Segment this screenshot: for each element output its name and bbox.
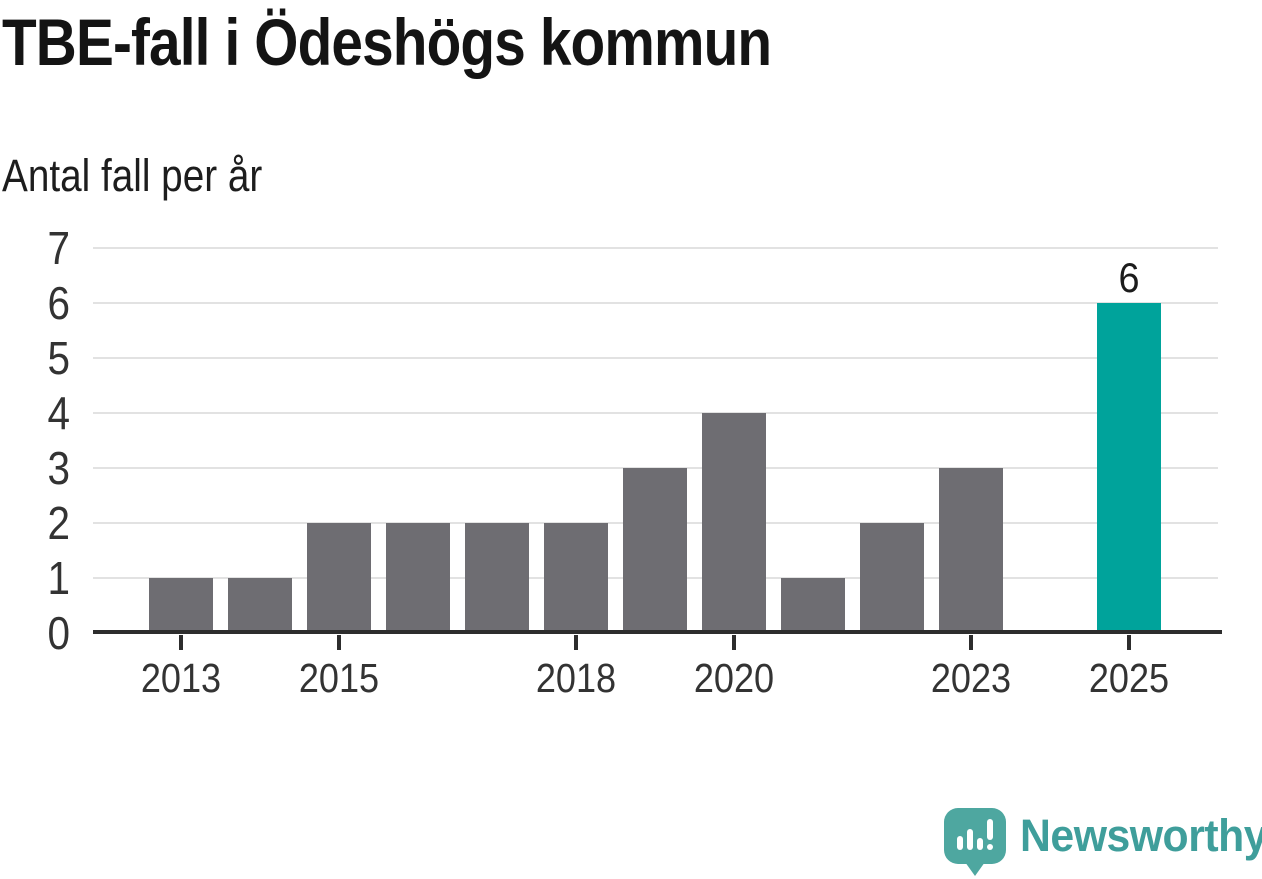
- y-axis-label-4: 4: [47, 387, 70, 439]
- bar-2020: [701, 413, 766, 633]
- logo-exclamation-bar: [987, 819, 993, 840]
- bar-2023: [938, 468, 1003, 633]
- bar-2021: [780, 578, 845, 633]
- bar-2025: [1096, 303, 1161, 633]
- bar-value-label-2025: 6: [1117, 254, 1140, 301]
- gridline-y6: [93, 302, 1218, 304]
- newsworthy-bar-chart-speech-bubble-icon: [944, 808, 1006, 876]
- x-axis-label-2020: 2020: [693, 655, 774, 701]
- y-axis-label-2: 2: [47, 497, 70, 549]
- x-axis-tick-2025: [1126, 635, 1131, 650]
- x-axis-line: [93, 630, 1222, 634]
- speech-bubble-tail: [965, 862, 985, 876]
- x-axis-label-2023: 2023: [930, 655, 1011, 701]
- logo-bar-1: [957, 836, 963, 850]
- logo-bar-2: [967, 829, 973, 850]
- bar-2015: [306, 523, 371, 633]
- y-axis-label-7: 7: [47, 222, 70, 274]
- bar-2014: [227, 578, 292, 633]
- bar-2022: [859, 523, 924, 633]
- x-axis-label-2025: 2025: [1088, 655, 1169, 701]
- x-axis-label-2013: 2013: [140, 655, 221, 701]
- x-axis-tick-2015: [336, 635, 341, 650]
- chart-title: TBE-fall i Ödeshögs kommun: [2, 5, 772, 79]
- bar-2013: [148, 578, 213, 633]
- newsworthy-logo-text: Newsworthy: [1020, 810, 1262, 861]
- x-axis-tick-2013: [178, 635, 183, 650]
- bar-2018: [543, 523, 608, 633]
- y-axis-label-0: 0: [47, 607, 70, 659]
- gridline-y4: [93, 412, 1218, 414]
- x-axis-label-2015: 2015: [298, 655, 379, 701]
- gridline-y7: [93, 247, 1218, 249]
- newsworthy-logo: Newsworthy: [944, 808, 1262, 876]
- y-axis-label-3: 3: [47, 442, 70, 494]
- bar-2017: [464, 523, 529, 633]
- bar-2019: [622, 468, 687, 633]
- y-axis-label-6: 6: [47, 277, 70, 329]
- x-axis-tick-2020: [731, 635, 736, 650]
- logo-bar-3: [977, 838, 983, 850]
- logo-exclamation-dot: [987, 844, 993, 850]
- x-axis-tick-2018: [573, 635, 578, 650]
- gridline-y5: [93, 357, 1218, 359]
- y-axis-label-1: 1: [47, 552, 70, 604]
- y-axis-label-5: 5: [47, 332, 70, 384]
- x-axis-label-2018: 2018: [535, 655, 616, 701]
- chart-subtitle: Antal fall per år: [2, 150, 263, 201]
- x-axis-tick-2023: [968, 635, 973, 650]
- bar-2016: [385, 523, 450, 633]
